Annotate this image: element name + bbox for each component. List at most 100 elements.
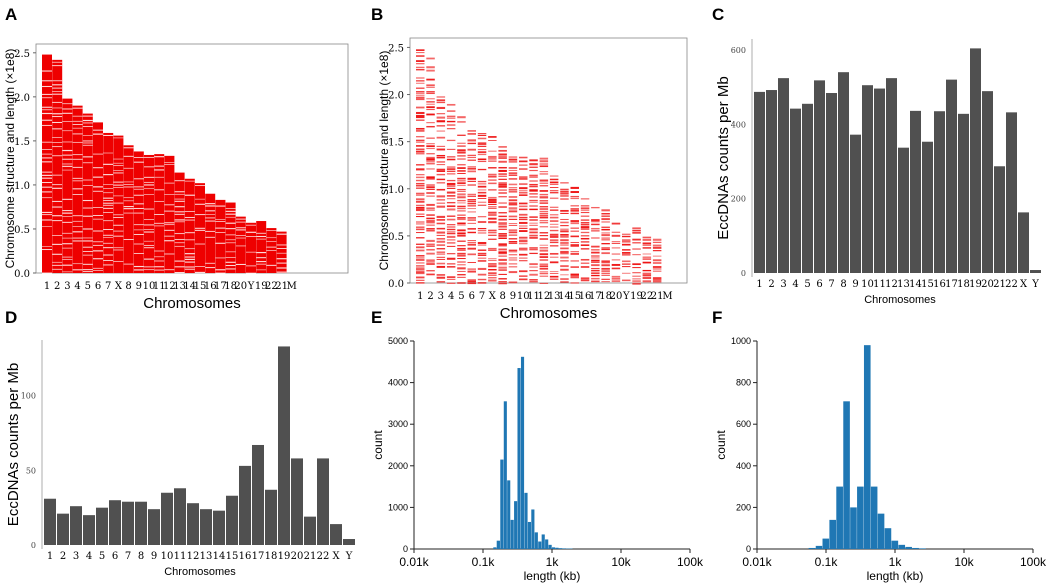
- band: [457, 210, 466, 212]
- y-axis-label: EccDNAs counts per Mb: [5, 363, 22, 526]
- band: [457, 145, 466, 147]
- histogram-bar: [877, 513, 885, 549]
- band: [529, 196, 538, 198]
- band: [549, 233, 559, 236]
- band: [164, 194, 175, 195]
- band: [508, 167, 518, 169]
- band: [488, 274, 497, 276]
- band: [467, 168, 476, 170]
- band: [529, 222, 538, 224]
- band: [446, 257, 456, 260]
- band: [446, 235, 456, 238]
- chromosome-bar: [632, 227, 641, 285]
- x-tick-label: 11: [174, 551, 187, 562]
- chromosome-body: [154, 154, 165, 273]
- band: [529, 159, 538, 162]
- band: [591, 261, 600, 263]
- x-tick-label: 2: [54, 281, 60, 292]
- band: [632, 229, 641, 232]
- band: [62, 149, 73, 152]
- band: [539, 244, 549, 246]
- band: [416, 93, 425, 95]
- band: [103, 197, 114, 199]
- band: [508, 271, 518, 274]
- band: [436, 281, 446, 283]
- band: [436, 130, 446, 132]
- band: [457, 208, 466, 210]
- band: [436, 259, 446, 260]
- band: [591, 227, 600, 230]
- band: [601, 228, 610, 231]
- chromosome-bar: [266, 228, 277, 273]
- x-tick-label: 13: [548, 291, 561, 302]
- band: [426, 261, 435, 263]
- x-tick-label: X: [332, 551, 340, 562]
- band: [601, 232, 610, 234]
- band: [154, 222, 165, 224]
- band: [467, 270, 476, 273]
- band: [529, 270, 538, 272]
- histogram-bar: [919, 548, 926, 549]
- x-tick-label: 16: [933, 279, 946, 290]
- band: [426, 178, 435, 180]
- band: [72, 226, 83, 227]
- band: [601, 239, 610, 241]
- band: [622, 239, 631, 242]
- histogram-bar: [912, 547, 919, 549]
- histogram-bar: [898, 544, 906, 549]
- band: [477, 204, 487, 206]
- band: [416, 255, 425, 257]
- count-bar: [226, 495, 238, 545]
- band: [570, 230, 579, 232]
- histogram-bar: [507, 480, 511, 549]
- band: [508, 191, 518, 193]
- band: [519, 160, 528, 163]
- band: [539, 163, 549, 165]
- band: [93, 153, 103, 155]
- y-tick-label: 0.5: [388, 232, 404, 243]
- band: [416, 164, 425, 166]
- band: [416, 168, 425, 171]
- x-tick-label: 10: [861, 279, 874, 290]
- band: [539, 232, 549, 234]
- band: [103, 174, 114, 176]
- band: [570, 235, 579, 238]
- x-tick-label: 16: [579, 291, 592, 302]
- count-bar: [213, 510, 225, 545]
- band: [426, 143, 435, 145]
- band: [72, 215, 83, 217]
- band: [205, 205, 216, 207]
- band: [103, 247, 114, 249]
- band: [235, 229, 246, 231]
- band: [570, 242, 579, 243]
- band: [457, 229, 466, 232]
- band: [539, 216, 549, 219]
- count-bar: [898, 147, 909, 273]
- band: [488, 229, 497, 232]
- band: [52, 80, 63, 82]
- band: [539, 273, 549, 275]
- band: [42, 182, 52, 184]
- band: [154, 260, 165, 262]
- band: [436, 253, 446, 255]
- x-tick-label: 21: [304, 551, 317, 562]
- band: [426, 248, 435, 251]
- band: [508, 249, 518, 252]
- band: [436, 116, 446, 119]
- x-tick-label: 1: [756, 279, 762, 290]
- band: [416, 130, 425, 132]
- band: [508, 189, 518, 191]
- chromosome-bar: [622, 233, 631, 282]
- band: [488, 173, 497, 176]
- band: [446, 170, 456, 173]
- band: [601, 281, 610, 283]
- band: [42, 177, 52, 179]
- band: [467, 217, 476, 219]
- band: [539, 182, 549, 184]
- band: [611, 263, 621, 266]
- band: [560, 268, 569, 271]
- band: [82, 185, 93, 186]
- chromosome-body: [113, 135, 124, 273]
- band: [560, 225, 569, 227]
- chromosome-bar: [225, 202, 236, 273]
